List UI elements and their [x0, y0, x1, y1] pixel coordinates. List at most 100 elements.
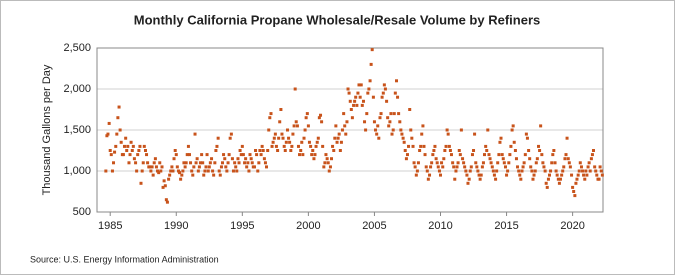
point — [333, 136, 337, 140]
point — [452, 165, 456, 169]
point — [163, 184, 167, 188]
point — [263, 161, 267, 165]
point — [595, 173, 599, 177]
point — [309, 144, 313, 148]
point — [249, 157, 253, 161]
point — [252, 165, 256, 169]
point — [444, 144, 448, 148]
point — [546, 177, 550, 181]
point — [498, 140, 502, 144]
point — [432, 149, 436, 152]
point — [150, 165, 154, 169]
point — [153, 157, 157, 161]
point — [413, 165, 417, 169]
point — [291, 132, 295, 136]
point — [345, 120, 349, 124]
y-tick-label: 1,500 — [63, 124, 91, 136]
point — [367, 87, 371, 91]
point — [355, 103, 359, 107]
point — [250, 161, 254, 165]
point — [171, 169, 175, 173]
point — [411, 144, 415, 148]
point — [443, 149, 447, 152]
point — [350, 116, 354, 120]
point — [544, 181, 548, 185]
point — [562, 165, 566, 169]
point — [539, 124, 543, 128]
point — [484, 144, 488, 148]
point — [170, 165, 174, 169]
point — [168, 173, 172, 177]
point — [491, 169, 495, 173]
point — [428, 173, 432, 177]
point — [371, 95, 375, 99]
point — [128, 153, 132, 157]
point — [324, 153, 328, 157]
point — [278, 120, 282, 124]
point — [429, 165, 433, 169]
point — [357, 83, 361, 87]
point — [328, 165, 332, 169]
point — [396, 95, 400, 99]
point — [524, 132, 528, 136]
point — [386, 116, 390, 120]
point — [480, 165, 484, 169]
point — [238, 149, 242, 152]
point — [319, 113, 323, 117]
point — [516, 165, 520, 169]
point — [299, 149, 303, 152]
point — [245, 165, 249, 169]
point — [200, 153, 204, 157]
point — [457, 149, 461, 152]
point — [273, 132, 277, 136]
point — [586, 165, 590, 169]
point — [131, 144, 135, 148]
point — [361, 99, 365, 103]
point — [311, 149, 315, 152]
point — [477, 173, 481, 177]
point — [577, 169, 581, 173]
point — [474, 161, 478, 165]
point — [481, 161, 485, 165]
point — [122, 144, 126, 148]
x-tick-label: 2005 — [362, 220, 386, 232]
point — [419, 144, 423, 148]
point — [202, 173, 206, 177]
point — [593, 165, 597, 169]
point — [375, 132, 379, 136]
point — [564, 153, 568, 157]
point — [416, 161, 420, 165]
point — [453, 177, 457, 181]
point — [227, 153, 231, 157]
point — [214, 149, 218, 152]
point — [468, 169, 472, 173]
point — [565, 136, 569, 140]
point — [258, 149, 262, 152]
x-tick-label: 2020 — [560, 220, 584, 232]
point — [312, 157, 316, 161]
point — [501, 157, 505, 161]
point — [594, 169, 598, 173]
point — [476, 169, 480, 173]
point — [517, 169, 521, 173]
point — [130, 149, 134, 152]
point — [183, 165, 187, 169]
point — [366, 91, 370, 95]
point — [462, 161, 466, 165]
point — [459, 128, 463, 132]
point — [556, 177, 560, 181]
point — [500, 153, 504, 157]
point — [236, 157, 240, 161]
point — [507, 161, 511, 165]
point — [164, 198, 168, 202]
point — [116, 116, 120, 120]
point — [226, 161, 230, 165]
point — [257, 161, 261, 165]
point — [373, 128, 377, 132]
point — [535, 157, 539, 161]
point — [599, 169, 603, 173]
point — [558, 177, 562, 181]
point — [235, 169, 239, 173]
point — [514, 157, 518, 161]
point — [162, 179, 166, 183]
